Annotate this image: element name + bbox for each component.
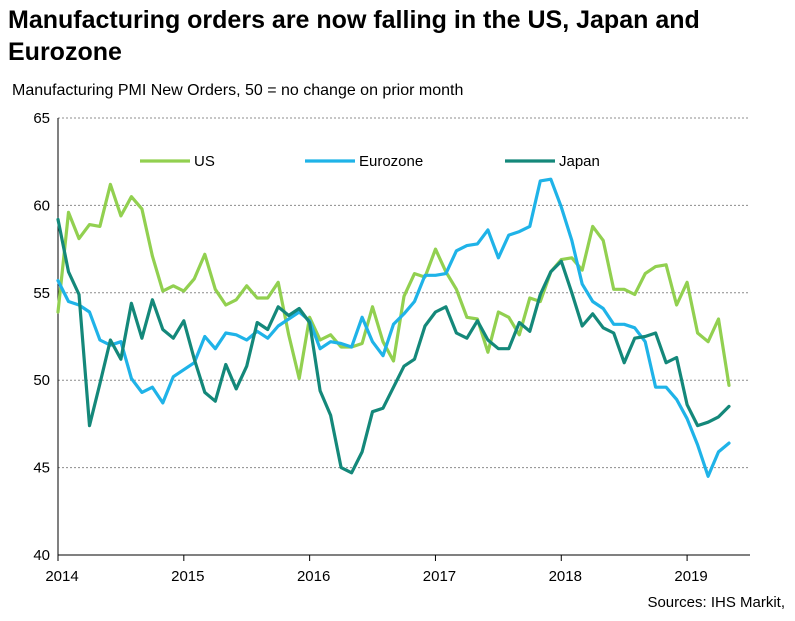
y-tick-label: 50 xyxy=(33,372,50,389)
legend-label-us: US xyxy=(194,153,215,170)
legend: US Eurozone Japan xyxy=(140,153,600,170)
source-note: Sources: IHS Markit, xyxy=(647,594,785,611)
chart-title: Manufacturing orders are now falling in … xyxy=(8,6,700,66)
series-line-us xyxy=(56,182,731,387)
x-tick-label: 2015 xyxy=(171,568,204,585)
x-axis: 2014 2015 2016 2017 2018 2019 xyxy=(45,554,750,585)
y-tick-label: 45 xyxy=(33,460,50,477)
series-line-japan xyxy=(56,217,731,475)
legend-label-japan: Japan xyxy=(559,153,600,170)
series-line-eurozone xyxy=(56,177,731,478)
legend-label-eurozone: Eurozone xyxy=(359,153,423,170)
y-tick-label: 65 xyxy=(33,110,50,127)
x-tick-label: 2017 xyxy=(423,568,456,585)
chart-subtitle: Manufacturing PMI New Orders, 50 = no ch… xyxy=(12,82,464,99)
x-tick-label: 2019 xyxy=(674,568,707,585)
x-tick-label: 2018 xyxy=(549,568,582,585)
series-lines xyxy=(56,177,731,478)
x-tick-label: 2016 xyxy=(297,568,330,585)
y-axis: 40 45 50 55 60 65 xyxy=(33,110,59,564)
y-tick-label: 60 xyxy=(33,197,50,214)
y-tick-label: 55 xyxy=(33,285,50,302)
y-tick-label: 40 xyxy=(33,547,50,564)
x-tick-label: 2014 xyxy=(45,568,78,585)
